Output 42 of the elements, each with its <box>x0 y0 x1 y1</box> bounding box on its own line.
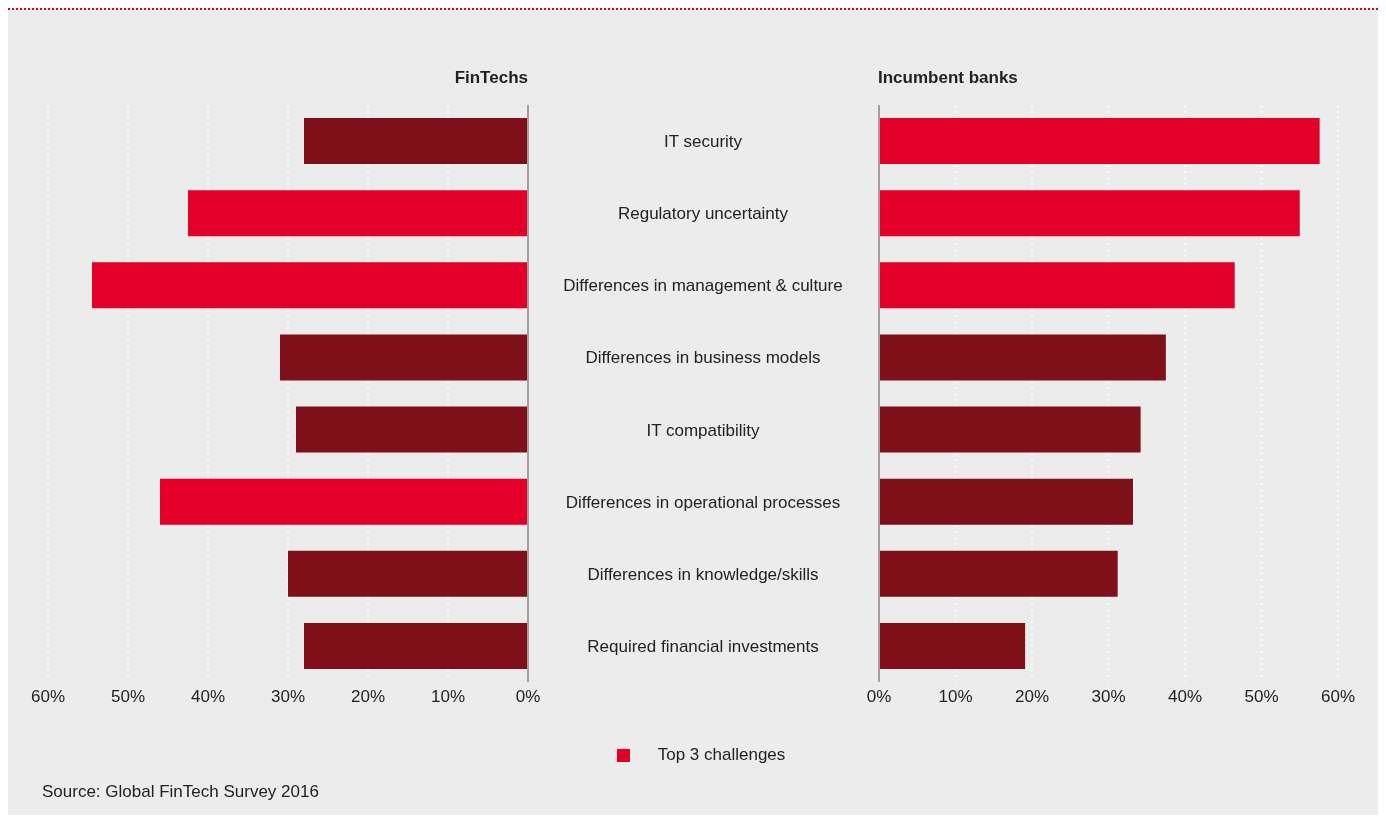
bar <box>296 406 528 453</box>
y-tick-label: Differences in operational processes <box>565 492 841 512</box>
bar <box>879 262 1235 309</box>
bar <box>288 550 528 597</box>
source-note: Source: Global FinTech Survey 2016 <box>42 782 319 802</box>
bar <box>879 406 1141 453</box>
chart-title: Incumbent banks <box>878 68 1018 88</box>
bar <box>879 550 1118 597</box>
x-tick-label: 60% <box>30 687 66 707</box>
bar <box>160 478 528 525</box>
bar <box>304 622 528 669</box>
y-tick-label: Required financial investments <box>587 636 819 656</box>
bar <box>188 190 528 237</box>
x-tick-label: 30% <box>1091 687 1126 707</box>
x-tick-label: 20% <box>350 687 386 707</box>
y-tick-label: Differences in management & culture <box>563 276 843 296</box>
chart-title: FinTechs <box>454 68 528 88</box>
x-tick-label: 50% <box>110 687 146 707</box>
x-tick-label: 40% <box>190 687 226 707</box>
x-tick-label: 30% <box>270 687 306 707</box>
legend-label: Top 3 challenges <box>657 745 786 765</box>
bar <box>879 478 1133 525</box>
x-tick-label: 40% <box>1167 687 1203 707</box>
y-tick-label: Differences in business models <box>585 348 821 368</box>
x-tick-label: 50% <box>1244 687 1279 707</box>
bar <box>879 118 1320 164</box>
bar <box>879 334 1166 381</box>
y-tick-label: IT security <box>663 132 743 152</box>
x-tick-label: 60% <box>1320 687 1356 707</box>
bar <box>92 262 528 309</box>
y-tick-label: Regulatory uncertainty <box>617 204 789 224</box>
y-tick-label: IT compatibility <box>646 420 761 440</box>
bar <box>879 190 1300 237</box>
x-tick-label: 20% <box>1014 687 1050 707</box>
y-tick-label: Differences in knowledge/skills <box>587 564 819 584</box>
x-tick-label: 10% <box>938 687 973 707</box>
bar <box>879 622 1026 669</box>
bar <box>280 334 528 381</box>
bar <box>304 118 528 164</box>
x-tick-label: 0% <box>866 687 892 707</box>
x-tick-label: 10% <box>430 687 466 707</box>
x-tick-label: 0% <box>515 687 541 707</box>
